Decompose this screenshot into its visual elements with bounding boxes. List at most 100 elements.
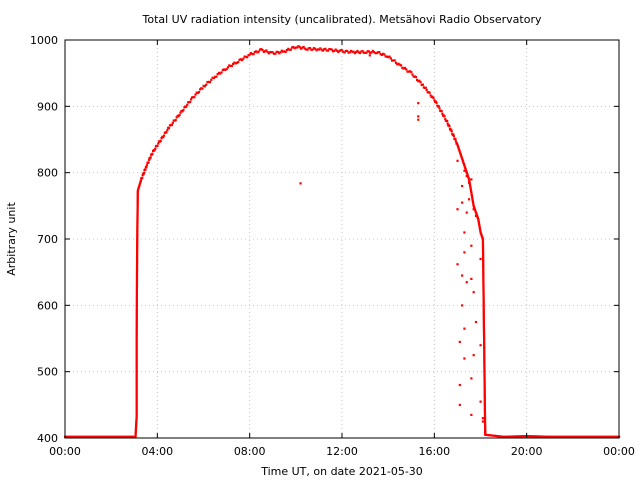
data-point: [481, 239, 485, 242]
data-point: [482, 256, 485, 259]
data-point: [231, 62, 235, 65]
data-point: [482, 318, 485, 321]
data-point: [483, 416, 487, 420]
data-point: [69, 435, 72, 438]
data-point: [120, 435, 123, 438]
data-point: [178, 113, 181, 117]
data-point: [458, 150, 461, 153]
data-point: [136, 245, 139, 248]
data-point: [460, 156, 463, 159]
data-point: [481, 238, 485, 241]
data-point: [483, 354, 486, 357]
data-point: [375, 51, 378, 55]
data-point: [483, 390, 486, 394]
data-point: [321, 49, 324, 52]
data-point: [317, 48, 321, 51]
data-point: [352, 50, 355, 53]
data-point: [344, 49, 348, 53]
data-point: [516, 435, 519, 438]
data-point: [482, 327, 486, 330]
data-point: [135, 417, 138, 420]
outlier-point: [470, 277, 473, 280]
data-point: [468, 183, 472, 186]
data-point: [255, 50, 258, 53]
data-point: [101, 435, 104, 438]
data-point: [412, 75, 415, 78]
data-point: [136, 192, 139, 195]
data-point: [369, 51, 372, 55]
data-point: [257, 50, 260, 53]
data-point: [136, 205, 139, 208]
data-point: [243, 55, 246, 58]
data-point: [483, 383, 486, 386]
y-tick-label: 400: [37, 432, 58, 445]
data-point: [136, 224, 139, 227]
data-point: [135, 332, 138, 335]
data-point: [135, 377, 138, 380]
data-point: [134, 426, 138, 429]
data-point: [282, 50, 285, 53]
data-point: [482, 304, 485, 307]
data-point: [482, 283, 485, 286]
x-tick-label: 08:00: [234, 445, 266, 458]
data-point: [135, 333, 138, 336]
data-point: [141, 176, 144, 180]
data-point: [112, 435, 115, 438]
data-point: [135, 340, 138, 343]
data-point: [584, 435, 587, 438]
data-point: [482, 309, 485, 312]
data-point: [473, 208, 477, 211]
data-point: [479, 230, 482, 233]
data-point: [142, 173, 145, 176]
data-point: [81, 435, 85, 438]
data-point: [482, 291, 485, 294]
data-point: [194, 93, 197, 96]
data-point: [478, 225, 481, 228]
data-point: [134, 434, 137, 437]
data-point: [380, 53, 383, 57]
data-point: [450, 128, 453, 131]
data-point: [472, 206, 476, 209]
data-point: [467, 175, 470, 178]
data-point: [468, 179, 471, 182]
data-point: [474, 209, 477, 212]
data-point: [483, 399, 486, 403]
data-point: [534, 435, 537, 438]
data-point: [454, 140, 458, 143]
data-point: [145, 164, 149, 167]
data-point: [539, 435, 542, 438]
data-point: [159, 139, 162, 142]
data-point: [594, 435, 598, 438]
data-point: [482, 301, 485, 304]
data-point: [136, 202, 139, 205]
data-point: [135, 271, 139, 274]
data-point: [135, 264, 139, 268]
data-point: [135, 253, 139, 256]
data-point: [247, 54, 250, 57]
data-point: [292, 46, 295, 49]
data-point: [481, 248, 485, 251]
data-point: [192, 96, 195, 99]
data-point: [520, 435, 523, 438]
data-point: [437, 105, 440, 108]
data-point: [483, 403, 486, 407]
data-point: [482, 311, 485, 315]
outlier-point: [463, 231, 466, 234]
data-point: [288, 48, 291, 51]
data-point: [136, 225, 139, 229]
data-point: [505, 435, 508, 438]
data-point: [334, 48, 337, 51]
outlier-point: [461, 184, 464, 188]
data-point: [135, 292, 138, 295]
data-point: [215, 75, 218, 78]
data-point: [551, 435, 554, 438]
outlier-point: [481, 420, 485, 423]
data-point: [136, 244, 139, 247]
data-point: [467, 178, 471, 181]
outlier-point: [463, 327, 466, 330]
data-point: [135, 260, 139, 264]
data-point: [102, 435, 105, 438]
outlier-point: [484, 430, 487, 433]
data-point: [546, 435, 549, 438]
data-point: [483, 340, 486, 343]
